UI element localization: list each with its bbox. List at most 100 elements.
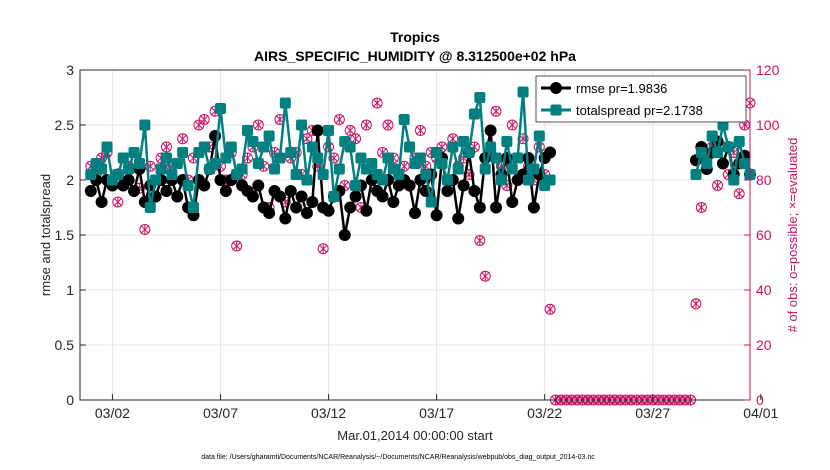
rmse-point xyxy=(198,179,211,192)
totalspread-point xyxy=(517,86,529,98)
rmse-point xyxy=(219,185,232,197)
totalspread-point xyxy=(258,141,270,153)
obs-evaluated-marker xyxy=(232,241,242,251)
totalspread-point xyxy=(187,202,199,213)
totalspread-point xyxy=(166,169,178,180)
legend-rmse-marker xyxy=(550,82,562,94)
rmse-point xyxy=(84,185,97,197)
totalspread-point xyxy=(150,174,162,186)
totalspread-point xyxy=(366,158,378,169)
rmse-point xyxy=(322,204,335,217)
totalspread-point xyxy=(236,163,248,175)
totalspread-point xyxy=(512,152,524,164)
y-tick-label-right: 0 xyxy=(756,392,764,408)
totalspread-point xyxy=(474,92,486,103)
obs-evaluated-marker xyxy=(691,298,701,309)
rmse-point xyxy=(311,124,324,137)
rmse-point xyxy=(263,207,276,219)
totalspread-point xyxy=(501,136,513,147)
obs-evaluated-marker xyxy=(475,235,485,246)
rmse-point xyxy=(544,146,557,159)
obs-evaluated-marker xyxy=(507,120,517,130)
rmse-point xyxy=(349,190,362,203)
totalspread-point xyxy=(447,141,459,153)
rmse-point xyxy=(457,179,470,192)
totalspread-point xyxy=(404,141,416,153)
obs-evaluated-marker xyxy=(345,125,355,136)
totalspread-point xyxy=(344,141,356,153)
rmse-point xyxy=(484,124,497,137)
totalspread-point xyxy=(139,119,151,131)
totalspread-point xyxy=(722,141,734,153)
totalspread-point xyxy=(133,158,145,169)
totalspread-point xyxy=(377,174,389,186)
totalspread-point xyxy=(274,152,286,164)
obs-evaluated-marker xyxy=(162,142,171,152)
totalspread-point xyxy=(522,174,534,186)
totalspread-point xyxy=(209,158,221,169)
rmse-point xyxy=(279,212,292,225)
totalspread-point xyxy=(528,163,540,175)
obs-evaluated-marker xyxy=(697,202,706,213)
rmse-point xyxy=(468,185,481,197)
y-tick-label-left: 2.5 xyxy=(55,117,75,133)
y-tick-label-left: 1 xyxy=(66,282,74,298)
totalspread-point xyxy=(123,163,135,175)
rmse-point xyxy=(473,201,486,214)
totalspread-point xyxy=(328,191,340,202)
totalspread-point xyxy=(458,136,470,147)
totalspread-point xyxy=(350,180,362,191)
obs-evaluated-marker xyxy=(318,243,328,254)
rmse-point xyxy=(452,212,465,225)
y-axis-label-right: # of obs: o=possible; ×=evaluated xyxy=(785,138,800,333)
totalspread-point xyxy=(85,169,97,180)
totalspread-point xyxy=(182,180,194,191)
x-tick-label: 03/12 xyxy=(311,405,346,421)
rmse-point xyxy=(128,185,141,197)
obs-evaluated-marker xyxy=(545,304,555,315)
rmse-point xyxy=(284,185,297,197)
rmse-point xyxy=(344,201,357,214)
y-tick-label-left: 2 xyxy=(66,172,74,188)
totalspread-point xyxy=(690,169,702,180)
y-tick-label-left: 3 xyxy=(66,62,74,78)
totalspread-point xyxy=(382,152,394,164)
totalspread-point xyxy=(144,202,156,213)
totalspread-point xyxy=(247,136,259,147)
y-tick-label-left: 0 xyxy=(66,392,74,408)
obs-evaluated-marker xyxy=(199,114,209,125)
totalspread-point xyxy=(733,136,745,147)
obs-evaluated-marker xyxy=(383,120,393,130)
totalspread-point xyxy=(420,169,432,180)
obs-evaluated-marker xyxy=(480,271,490,282)
totalspread-point xyxy=(198,141,210,153)
totalspread-point xyxy=(214,103,226,114)
totalspread-point xyxy=(112,169,124,180)
totalspread-point xyxy=(323,125,335,136)
obs-evaluated-marker xyxy=(351,133,360,144)
y-tick-label-right: 20 xyxy=(756,337,772,353)
y-tick-label-right: 100 xyxy=(756,117,780,133)
chart-title: Tropics xyxy=(390,29,440,45)
rmse-point xyxy=(360,204,373,217)
y-tick-label-left: 0.5 xyxy=(55,337,75,353)
rmse-point xyxy=(387,196,400,208)
totalspread-point xyxy=(242,125,253,136)
obs-evaluated-marker xyxy=(491,106,501,117)
totalspread-point xyxy=(128,147,140,158)
y-tick-label-left: 1.5 xyxy=(55,227,75,243)
rmse-point xyxy=(160,185,173,197)
totalspread-point xyxy=(506,163,518,175)
legend: rmse pr=1.9836 totalspread pr=2.1738 xyxy=(535,75,747,123)
obs-evaluated-marker xyxy=(253,120,263,130)
totalspread-point xyxy=(101,141,113,153)
y-tick-label-right: 80 xyxy=(756,172,772,188)
rmse-point xyxy=(409,207,421,219)
totalspread-point xyxy=(333,163,345,175)
rmse-point xyxy=(290,201,303,214)
totalspread-point xyxy=(312,152,324,164)
rmse-point xyxy=(522,152,535,164)
obs-evaluated-marker xyxy=(416,125,425,136)
totalspread-point xyxy=(468,108,480,120)
